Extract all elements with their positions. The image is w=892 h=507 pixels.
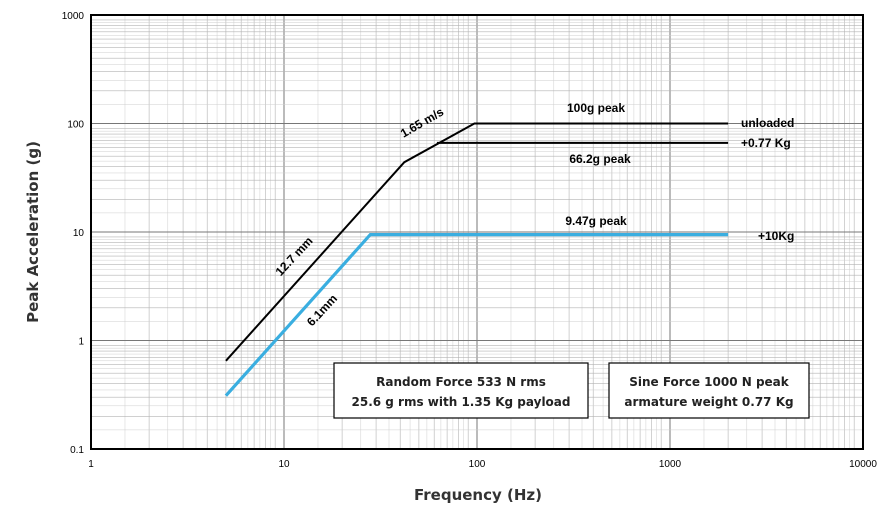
y-tick-label: 1	[78, 337, 84, 348]
y-tick-label: 0.1	[70, 445, 84, 456]
x-tick-label: 10	[278, 459, 290, 470]
info-box-random-line-1: Random Force 533 N rms	[376, 375, 546, 389]
x-tick-label: 1000	[659, 459, 682, 470]
x-tick-label: 10000	[849, 459, 877, 470]
x-tick-label: 1	[88, 459, 94, 470]
series-line-3	[224, 233, 729, 397]
x-tick-label: 100	[469, 459, 486, 470]
y-tick-label: 100	[67, 120, 84, 131]
plot-frame	[90, 14, 864, 450]
info-box-random-line-2: 25.6 g rms with 1.35 Kg payload	[352, 395, 571, 409]
annotation-947g-peak: 9.47g peak	[565, 214, 627, 228]
tick-labels: 1 10 100 1000 10000 0.1 1 10 100 1000	[62, 11, 878, 470]
y-tick-label: 10	[73, 228, 85, 239]
x-axis-title: Frequency (Hz)	[414, 486, 542, 504]
info-box-random: Random Force 533 N rms 25.6 g rms with 1…	[333, 362, 589, 419]
info-box-sine-line-1: Sine Force 1000 N peak	[629, 375, 790, 389]
y-tick-label: 1000	[62, 11, 85, 22]
annotation-077kg: +0.77 Kg	[741, 136, 791, 150]
info-box-sine: Sine Force 1000 N peak armature weight 0…	[608, 362, 810, 419]
annotation-unloaded: unloaded	[741, 116, 794, 130]
annotation-velocity: 1.65 m/s	[398, 104, 446, 140]
series-lines	[224, 122, 729, 397]
y-axis-title: Peak Acceleration (g)	[24, 141, 42, 323]
info-box-sine-line-2: armature weight 0.77 Kg	[624, 395, 793, 409]
annotation-100g-peak: 100g peak	[567, 101, 625, 115]
annotation-66g-peak: 66.2g peak	[569, 152, 631, 166]
annotations: 100g peak unloaded 66.2g peak +0.77 Kg 9…	[273, 101, 795, 329]
annotation-10kg: +10Kg	[758, 229, 794, 243]
